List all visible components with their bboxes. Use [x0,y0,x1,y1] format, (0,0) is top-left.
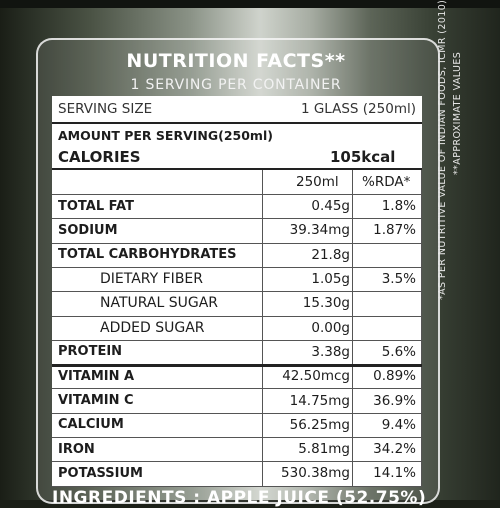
column-header-rda: %RDA* [362,174,411,190]
nutrient-name: VITAMIN C [58,393,134,409]
approximate-values-note: **APPROXIMATE VALUES [452,51,463,175]
divider [52,461,422,463]
nutrient-amount: 5.81mg [298,441,350,458]
nutrient-name: SODIUM [58,222,118,238]
nutrient-name: PROTEIN [58,344,123,360]
divider [52,339,422,341]
ingredients-line: INGREDIENTS : APPLE JUICE (52.75%) [52,488,427,508]
nutrient-name: TOTAL CARBOHYDRATES [58,247,237,263]
divider [52,485,422,487]
nutrient-row: TOTAL CARBOHYDRATES 21.8g [52,243,422,267]
nutrient-name: ADDED SUGAR [100,319,205,336]
nutrient-amount: 15.30g [302,295,350,312]
nutrient-name: NATURAL SUGAR [100,295,219,312]
nutrient-row: IRON 5.81mg 34.2% [52,437,422,461]
calories-value: 105kcal [330,148,396,166]
nutrient-rda: 5.6% [381,343,416,360]
nutrient-rda: 36.9% [373,392,416,409]
column-header-row: 250ml %RDA* [52,170,422,194]
nutrient-amount: 56.25mg [289,416,350,433]
divider [52,168,422,170]
nutrient-amount: 21.8g [311,246,350,263]
nutrient-amount: 42.50mcg [282,368,350,385]
nutrient-row: PROTEIN 3.38g 5.6% [52,340,422,364]
divider [52,218,422,220]
nutrient-row: ADDED SUGAR 0.00g [52,316,422,340]
calories-row: CALORIES 105kcal [52,146,422,168]
nutrient-row: DIETARY FIBER 1.05g 3.5% [52,267,422,291]
nutrient-rda: 14.1% [373,465,416,482]
nutrient-row: TOTAL FAT 0.45g 1.8% [52,194,422,218]
nutrient-name: POTASSIUM [58,465,143,481]
divider [52,315,422,317]
divider [52,242,422,244]
nutrient-row: CALCIUM 56.25mg 9.4% [52,413,422,437]
divider [52,122,422,124]
nutrient-name: DIETARY FIBER [100,271,203,288]
nutrient-name: IRON [58,441,95,457]
nutrient-rda: 9.4% [381,416,416,433]
nutrition-table: SERVING SIZE 1 GLASS (250ml) AMOUNT PER … [52,96,422,487]
divider [52,412,422,414]
serving-size-value: 1 GLASS (250ml) [300,101,416,117]
nutrient-name: TOTAL FAT [58,198,134,214]
divider [52,437,422,438]
nutrient-rda: 0.89% [373,368,416,385]
amount-per-serving-label: AMOUNT PER SERVING(250ml) [58,127,273,143]
calories-label: CALORIES [58,148,141,166]
nutrient-row: VITAMIN A 42.50mcg 0.89% [52,364,422,388]
nutrient-rda: 34.2% [373,441,416,458]
nutrient-amount: 39.34mg [289,222,350,239]
nutrient-amount: 3.38g [311,343,350,360]
nutrient-row: SODIUM 39.34mg 1.87% [52,218,422,242]
column-divider [421,170,422,486]
divider [52,364,422,368]
nutrient-row: POTASSIUM 530.38mg 14.1% [52,461,422,485]
nutrition-title: NUTRITION FACTS** [126,50,346,72]
nutrient-amount: 0.45g [311,198,350,215]
nutrient-amount: 1.05g [311,271,350,288]
nutrient-amount: 14.75mg [289,392,350,409]
nutrient-name: CALCIUM [58,417,124,433]
nutrient-rda: 1.8% [381,198,416,215]
serving-size-label: SERVING SIZE [58,101,153,117]
divider [52,291,422,293]
nutrient-name: VITAMIN A [58,368,135,384]
nutrient-rda: 1.87% [373,222,416,239]
column-divider [352,170,353,486]
nutrient-rda: 3.5% [381,271,416,288]
divider [52,194,422,195]
nutrient-amount: 0.00g [311,319,350,336]
rda-source-note: *AS PER NUTRITIVE VALUE OF INDIAN FOODS,… [437,0,448,300]
nutrient-row: NATURAL SUGAR 15.30g [52,291,422,315]
nutrient-row: VITAMIN C 14.75mg 36.9% [52,388,422,412]
column-divider [262,170,263,486]
bottle-cap-edge [0,0,500,8]
column-header-amount: 250ml [296,174,339,190]
serving-size-row: SERVING SIZE 1 GLASS (250ml) [52,96,422,122]
divider [52,388,422,390]
servings-per-container: 1 SERVING PER CONTAINER [130,77,342,93]
nutrient-amount: 530.38mg [281,465,350,482]
amount-per-serving-row: AMOUNT PER SERVING(250ml) [52,124,422,146]
divider [52,266,422,268]
